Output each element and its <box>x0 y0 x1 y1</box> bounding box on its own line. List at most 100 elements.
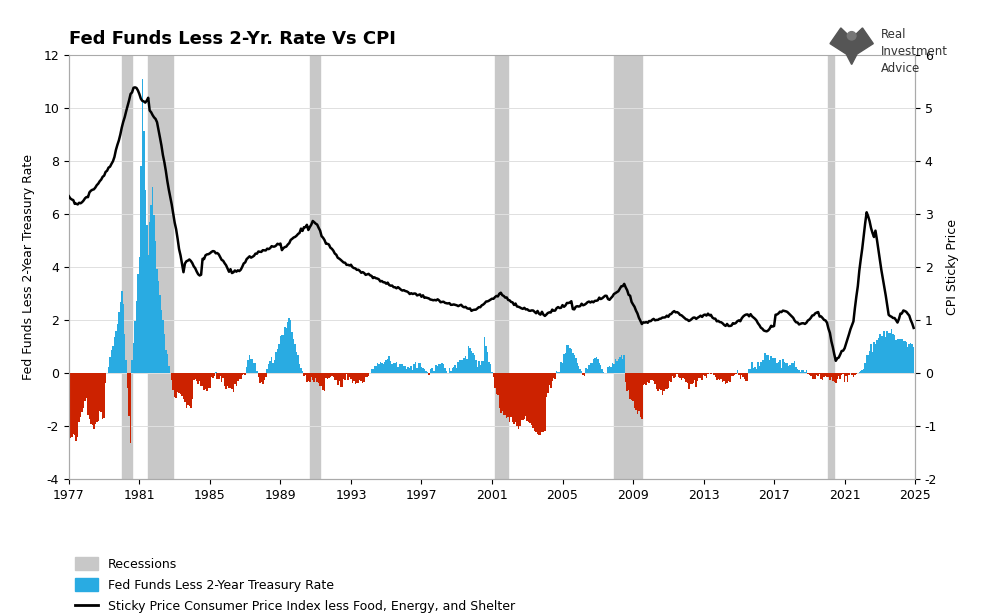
Bar <box>847 373 848 382</box>
Bar <box>893 335 895 373</box>
Bar <box>512 373 514 422</box>
Bar <box>798 370 800 373</box>
Bar <box>835 373 836 383</box>
Bar <box>902 341 904 373</box>
Bar <box>165 350 166 373</box>
Bar <box>592 359 594 373</box>
Bar <box>663 373 664 391</box>
Bar <box>258 373 259 377</box>
Bar <box>844 373 845 382</box>
Bar <box>413 365 415 373</box>
Bar <box>213 373 214 378</box>
Bar <box>682 373 684 378</box>
Bar <box>487 352 488 373</box>
Bar <box>529 373 531 423</box>
Bar <box>482 361 484 373</box>
Bar <box>731 373 732 376</box>
Bar <box>83 373 85 408</box>
Bar <box>703 373 705 375</box>
Bar <box>148 255 149 373</box>
Bar <box>219 373 221 376</box>
Bar <box>168 366 169 373</box>
Bar <box>600 365 601 373</box>
Bar <box>166 354 168 373</box>
Bar <box>371 368 372 373</box>
Bar <box>707 373 708 375</box>
Bar <box>521 373 523 419</box>
Bar <box>788 367 789 373</box>
Bar <box>80 373 82 418</box>
Bar <box>199 373 201 381</box>
Bar <box>630 373 631 399</box>
Bar <box>347 373 348 379</box>
Bar <box>156 268 157 373</box>
Bar <box>395 363 396 373</box>
Bar <box>523 373 525 419</box>
Bar <box>127 373 129 389</box>
Bar <box>324 373 326 391</box>
Bar <box>441 363 443 373</box>
Bar <box>853 373 854 377</box>
Bar <box>876 340 878 373</box>
Bar <box>249 355 250 373</box>
Bar <box>801 370 803 373</box>
Bar <box>290 321 291 373</box>
Bar <box>187 373 189 405</box>
Bar <box>76 373 77 441</box>
Bar <box>215 372 216 373</box>
Bar <box>766 356 768 373</box>
Bar <box>184 373 186 402</box>
Bar <box>198 373 199 384</box>
Bar <box>86 373 88 398</box>
Bar <box>526 373 528 421</box>
Bar <box>694 373 696 380</box>
Bar <box>738 373 740 375</box>
Bar <box>619 357 621 373</box>
Bar <box>652 373 654 381</box>
Bar <box>595 357 597 373</box>
Bar <box>794 361 795 373</box>
Bar <box>357 373 359 383</box>
Bar <box>234 373 235 384</box>
Bar <box>237 373 238 381</box>
Bar <box>825 373 827 376</box>
Bar <box>134 321 136 373</box>
Text: Fed Funds Less 2-Yr. Rate Vs CPI: Fed Funds Less 2-Yr. Rate Vs CPI <box>69 30 396 48</box>
Bar <box>380 362 381 373</box>
Bar <box>434 371 436 373</box>
Bar <box>403 367 404 373</box>
Bar <box>205 373 207 389</box>
Bar <box>444 368 446 373</box>
Bar <box>399 363 400 373</box>
Bar <box>607 367 609 373</box>
Text: Real
Investment
Advice: Real Investment Advice <box>881 28 948 75</box>
Bar <box>446 371 447 373</box>
Bar <box>601 369 603 373</box>
Bar <box>785 363 786 373</box>
Bar <box>458 362 459 373</box>
Bar <box>365 373 366 377</box>
Bar <box>456 368 458 373</box>
Bar <box>467 346 469 373</box>
Bar <box>720 373 722 379</box>
Bar <box>615 359 616 373</box>
Bar <box>112 346 114 373</box>
Bar <box>149 222 151 373</box>
Bar <box>506 373 508 418</box>
Bar <box>326 373 327 378</box>
Bar <box>401 364 403 373</box>
Bar <box>648 373 650 383</box>
Bar <box>410 367 412 373</box>
Bar <box>763 360 765 373</box>
Bar <box>333 373 335 377</box>
Bar <box>759 366 761 373</box>
Bar <box>842 373 844 374</box>
Bar <box>252 359 253 373</box>
Bar <box>360 373 362 381</box>
Bar <box>309 373 311 383</box>
Bar <box>746 373 747 381</box>
Bar <box>669 373 670 381</box>
Bar <box>68 373 70 435</box>
Bar <box>491 371 493 373</box>
Bar <box>146 225 148 373</box>
